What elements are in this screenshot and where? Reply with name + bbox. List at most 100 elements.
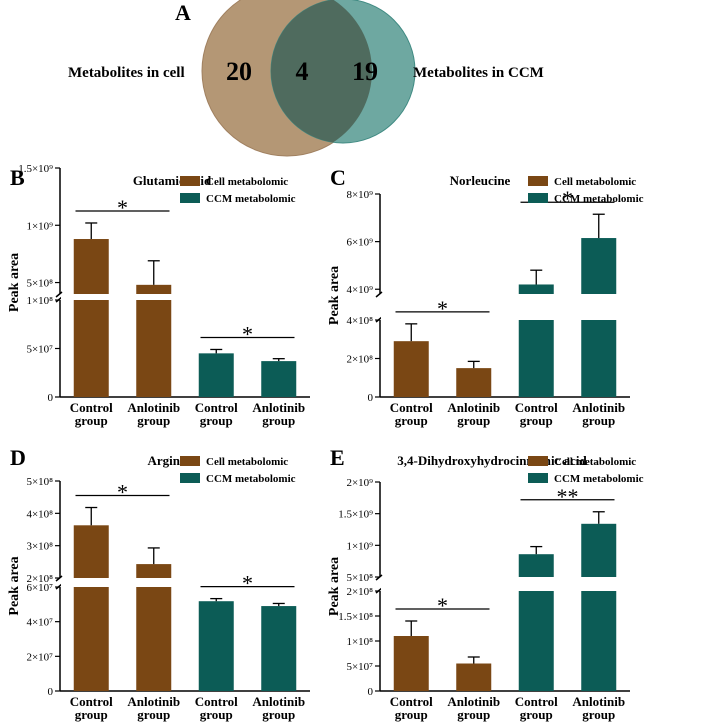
panel-label: B [10, 165, 25, 190]
axis-break-mark [375, 291, 383, 298]
panel-label: C [330, 165, 346, 190]
x-tick-label: Anlotinib [127, 400, 180, 415]
bar [73, 587, 109, 691]
y-tick-label: 1×10⁹ [346, 540, 373, 552]
x-tick-label: group [520, 707, 553, 722]
x-tick-label: group [200, 413, 233, 428]
legend-label: Cell metabolomic [206, 456, 288, 468]
significance-label: * [437, 296, 448, 321]
y-axis-label: Peak area [7, 556, 22, 615]
axis-break-gap [61, 295, 311, 299]
x-tick-label: Anlotinib [252, 400, 305, 415]
venn-right-label: Metabolites in CCM [413, 65, 544, 81]
axis-break-gap [381, 578, 631, 590]
chart-title: Norleucine [450, 173, 511, 188]
y-tick-label: 3×10⁸ [26, 541, 53, 553]
x-tick-label: Control [70, 694, 113, 709]
bar [73, 239, 109, 294]
x-tick-label: group [75, 707, 108, 722]
y-tick-label: 5×10⁷ [346, 661, 373, 673]
x-tick-label: group [582, 413, 615, 428]
x-tick-label: group [457, 413, 490, 428]
x-tick-label: Control [70, 400, 113, 415]
bar [261, 606, 297, 691]
bar [518, 591, 554, 691]
panel-label: D [10, 445, 26, 470]
y-tick-label: 6×10⁷ [26, 582, 53, 594]
y-tick-label: 4×10⁸ [26, 508, 53, 520]
x-tick-label: group [137, 707, 170, 722]
y-axis-label: Peak area [7, 253, 22, 312]
y-tick-label: 1.5×10⁸ [338, 611, 373, 623]
legend-swatch [180, 176, 200, 186]
bar [198, 353, 234, 397]
x-tick-label: Control [390, 694, 433, 709]
x-tick-label: group [457, 707, 490, 722]
legend-swatch [528, 473, 548, 483]
legend-label: CCM metabolomic [206, 193, 296, 205]
y-tick-label: 2×10⁸ [26, 573, 53, 585]
venn-overlap-region [271, 0, 372, 143]
legend-swatch [180, 473, 200, 483]
bar [581, 320, 617, 397]
bar-charts: B Glutamic acid Peak area 0 5×10⁷ 1×10⁸ 5×10⁸ 1… [7, 163, 644, 722]
legend-swatch [528, 193, 548, 203]
bar [73, 525, 109, 578]
axis-break-gap [61, 579, 311, 586]
x-tick-label: group [395, 707, 428, 722]
chart-panel-b: B Glutamic acid Peak area 0 5×10⁷ 1×10⁸ 5×10⁸ 1… [7, 163, 311, 428]
significance-label: * [242, 571, 253, 596]
bar [518, 284, 554, 294]
legend-swatch [528, 176, 548, 186]
x-tick-label: group [137, 413, 170, 428]
y-tick-label: 4×10⁸ [346, 315, 373, 327]
bar [581, 591, 617, 691]
bar [581, 238, 617, 294]
legend-label: Cell metabolomic [554, 456, 636, 468]
significance-label: * [437, 593, 448, 618]
legend-label: Cell metabolomic [554, 176, 636, 188]
y-tick-label: 1×10⁹ [26, 220, 53, 232]
significance-label: * [242, 321, 253, 346]
axis-break-gap [381, 295, 631, 319]
y-tick-label: 0 [368, 392, 374, 404]
bar [581, 523, 617, 577]
legend-label: CCM metabolomic [554, 193, 644, 205]
x-tick-label: Anlotinib [572, 694, 625, 709]
venn-left-label: Metabolites in cell [68, 65, 185, 81]
x-tick-label: Control [195, 400, 238, 415]
bar [73, 300, 109, 397]
panel-label-a: A [175, 0, 191, 25]
bar [136, 300, 172, 397]
legend-swatch [180, 193, 200, 203]
y-axis-label: Peak area [327, 557, 342, 616]
x-tick-label: Anlotinib [447, 694, 500, 709]
x-tick-label: Control [515, 400, 558, 415]
venn-diagram: A Metabolites in cell Metabolites in CCM… [68, 0, 544, 157]
x-tick-label: Anlotinib [447, 400, 500, 415]
x-tick-label: Control [515, 694, 558, 709]
panel-label: E [330, 445, 345, 470]
x-tick-label: group [582, 707, 615, 722]
x-tick-label: Control [195, 694, 238, 709]
legend-label: CCM metabolomic [206, 473, 296, 485]
bar [393, 341, 429, 397]
bar [518, 320, 554, 397]
y-tick-label: 5×10⁸ [346, 572, 373, 584]
bar [456, 663, 492, 691]
x-tick-label: Anlotinib [572, 400, 625, 415]
x-tick-label: group [75, 413, 108, 428]
x-tick-label: Control [390, 400, 433, 415]
bar [136, 564, 172, 578]
legend-swatch [180, 456, 200, 466]
y-tick-label: 0 [368, 686, 374, 698]
bar [456, 368, 492, 397]
venn-left-count: 20 [226, 57, 252, 86]
significance-label: * [562, 186, 573, 211]
x-tick-label: group [520, 413, 553, 428]
legend-swatch [528, 456, 548, 466]
bar [136, 587, 172, 691]
y-tick-label: 2×10⁸ [346, 354, 373, 366]
